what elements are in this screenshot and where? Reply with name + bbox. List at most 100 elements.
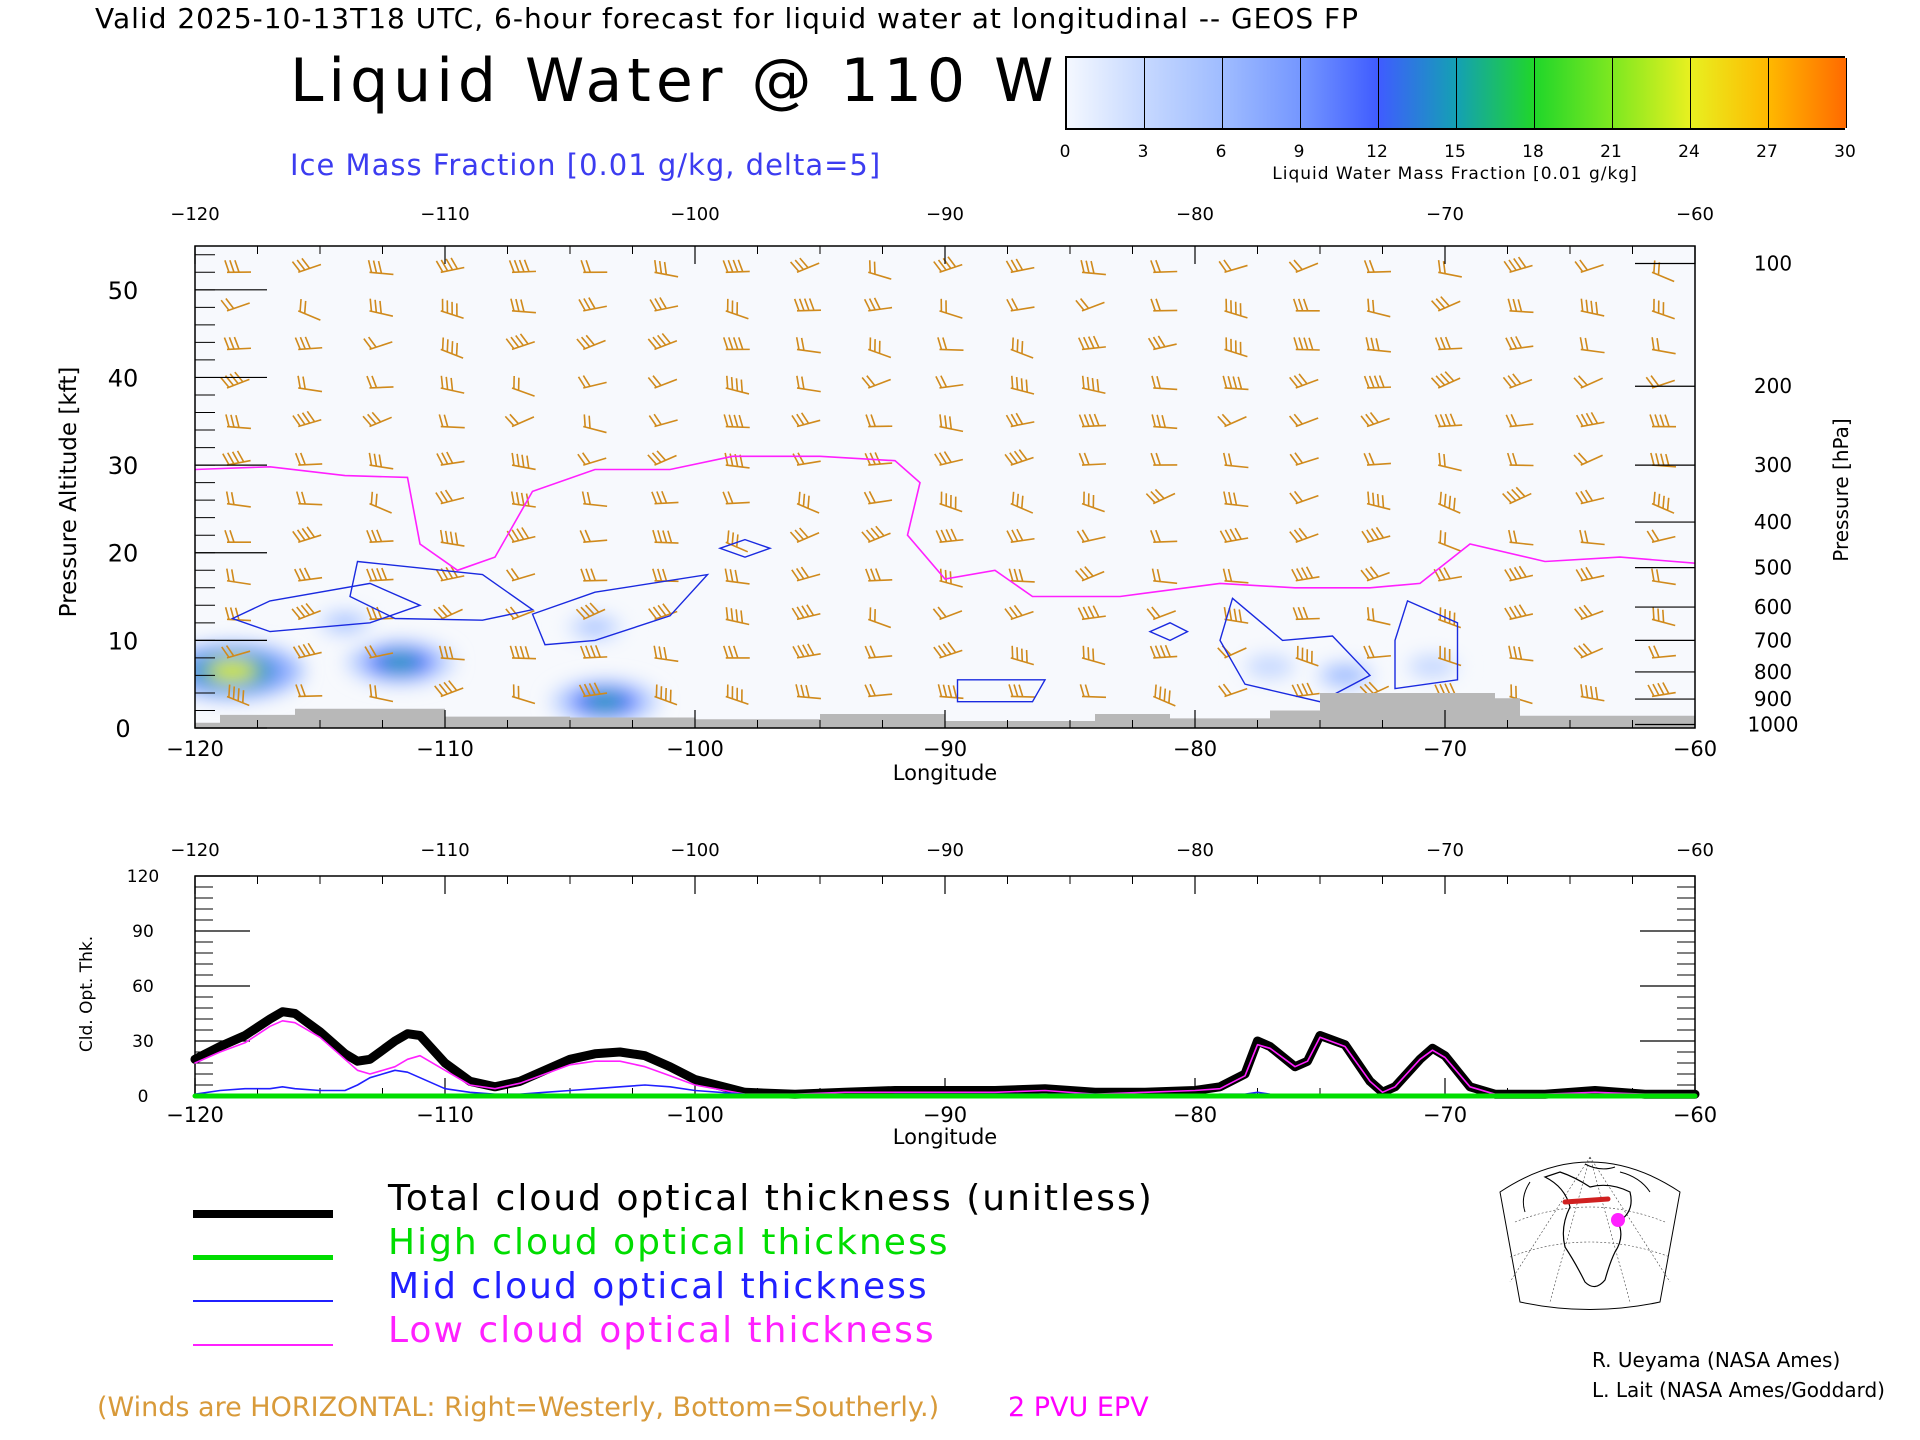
- wind-barb: [1150, 259, 1178, 274]
- wind-barb: [932, 606, 963, 621]
- liquid-water-blob: [1308, 658, 1382, 693]
- wind-barb: [222, 450, 251, 466]
- wind-barb: [1219, 527, 1249, 543]
- wind-barb: [1151, 568, 1178, 585]
- wind-barb: [366, 567, 394, 582]
- wind-barb: [1081, 375, 1106, 395]
- wind-barb: [508, 259, 537, 274]
- wind-barb: [505, 606, 535, 621]
- wind-barb: [1289, 452, 1319, 466]
- wind-barb: [934, 451, 964, 466]
- wind-barb: [791, 566, 821, 582]
- wind-barb: [1081, 491, 1105, 513]
- wind-barb: [1151, 375, 1178, 391]
- wind-barb: [1078, 452, 1107, 466]
- plot-frame-bottom: [194, 875, 1696, 1097]
- x-tick-label: −90: [923, 1103, 967, 1127]
- wind-barb: [292, 642, 322, 659]
- wind-barb: [1579, 529, 1605, 546]
- wind-barb: [1288, 259, 1319, 274]
- wind-barb: [1224, 337, 1248, 358]
- wind-barb: [362, 411, 392, 428]
- wind-barb: [1580, 684, 1605, 702]
- wind-barb: [578, 297, 607, 312]
- wind-barb: [1651, 260, 1675, 283]
- wind-barb: [225, 491, 251, 508]
- y-tick-label: 30: [108, 452, 139, 480]
- wind-barb: [292, 526, 322, 543]
- wind-barb: [1010, 375, 1035, 395]
- colorbar-cell: [1535, 58, 1613, 128]
- wind-barb: [506, 527, 536, 543]
- wind-barb: [291, 602, 321, 621]
- wind-barb: [863, 297, 893, 312]
- location-dot: [1611, 1213, 1625, 1227]
- wind-barb: [1651, 491, 1675, 514]
- wind-barb: [865, 568, 893, 582]
- wind-barb: [575, 602, 606, 621]
- wind-barb: [1289, 373, 1319, 389]
- liquid-water-blob: [195, 642, 305, 700]
- wind-barb: [1438, 452, 1462, 472]
- wind-barb: [796, 491, 820, 514]
- liquid-water-blob: [561, 611, 629, 644]
- wind-barb: [578, 682, 608, 698]
- wind-barb: [1291, 566, 1320, 582]
- wind-barb: [1575, 566, 1605, 582]
- wind-barb: [224, 259, 252, 274]
- wind-barb: [367, 259, 394, 276]
- wind-barb: [1502, 486, 1532, 505]
- colorbar-cell: [1067, 58, 1145, 128]
- wind-barb: [295, 684, 323, 698]
- x-tick-label: −70: [1423, 1103, 1467, 1127]
- wind-barb: [1648, 645, 1676, 659]
- wind-barb: [1295, 645, 1319, 667]
- wind-barb: [223, 336, 252, 351]
- wind-barb: [509, 645, 537, 660]
- x-tick-label-top: −90: [926, 204, 964, 225]
- wind-barb: [1503, 256, 1533, 274]
- pressure-tick-label: 500: [1754, 556, 1792, 580]
- wind-barb: [291, 257, 322, 274]
- wind-barb: [1437, 491, 1461, 514]
- wind-barb: [1150, 452, 1178, 466]
- wind-barb: [1151, 414, 1178, 430]
- wind-barb: [579, 529, 608, 544]
- wind-barb: [1507, 298, 1534, 314]
- colorbar-tick-label: 30: [1834, 142, 1856, 162]
- x-tick-label-top: −80: [1176, 840, 1214, 861]
- wind-barb: [1010, 645, 1035, 666]
- wind-barb: [1363, 645, 1391, 659]
- wind-barb: [868, 260, 892, 280]
- map-coastline-north: [1522, 1163, 1651, 1213]
- wind-barb: [1502, 373, 1533, 389]
- x-tick-label: −100: [666, 1103, 724, 1127]
- wind-barb: [1078, 413, 1107, 428]
- pressure-tick-label: 800: [1754, 660, 1792, 684]
- wind-barb: [1149, 644, 1178, 659]
- wind-barb: [933, 256, 963, 274]
- wind-barb: [1152, 684, 1176, 707]
- wind-barb: [576, 334, 606, 351]
- wind-barb: [1579, 337, 1605, 354]
- legend-label-total: Total cloud optical thickness (unitless): [388, 1178, 1154, 1219]
- wind-barb: [1649, 414, 1677, 428]
- wind-barb: [369, 491, 392, 514]
- wind-barb: [505, 333, 535, 351]
- wind-barb: [294, 452, 323, 466]
- colorbar-tick-label: 3: [1137, 142, 1149, 162]
- wind-barb: [1574, 259, 1604, 274]
- wind-barb: [1008, 684, 1035, 698]
- wind-barb: [725, 607, 750, 626]
- wind-barb: [1222, 568, 1249, 584]
- wind-barb: [937, 684, 964, 700]
- wind-barb: [647, 450, 677, 466]
- wind-barb: [511, 375, 535, 397]
- wind-barb: [434, 680, 464, 698]
- wind-barb: [1505, 413, 1534, 428]
- wind-barb: [581, 491, 608, 508]
- legend-label-high: High cloud optical thickness: [388, 1222, 950, 1263]
- y-tick-label: 30: [132, 1032, 154, 1052]
- wind-barb: [1292, 298, 1320, 312]
- x-tick-label: −80: [1173, 1103, 1217, 1127]
